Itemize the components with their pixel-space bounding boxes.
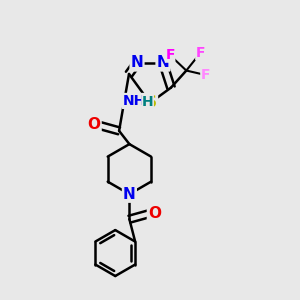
Text: N: N xyxy=(157,56,169,70)
Text: F: F xyxy=(201,68,210,82)
Text: N: N xyxy=(130,56,143,70)
Text: F: F xyxy=(196,46,205,60)
Text: S: S xyxy=(146,95,157,110)
Text: NH: NH xyxy=(123,94,146,108)
Text: H: H xyxy=(142,94,153,109)
Text: O: O xyxy=(148,206,161,220)
Text: N: N xyxy=(123,187,136,202)
Text: O: O xyxy=(88,117,100,132)
Text: F: F xyxy=(165,48,175,62)
